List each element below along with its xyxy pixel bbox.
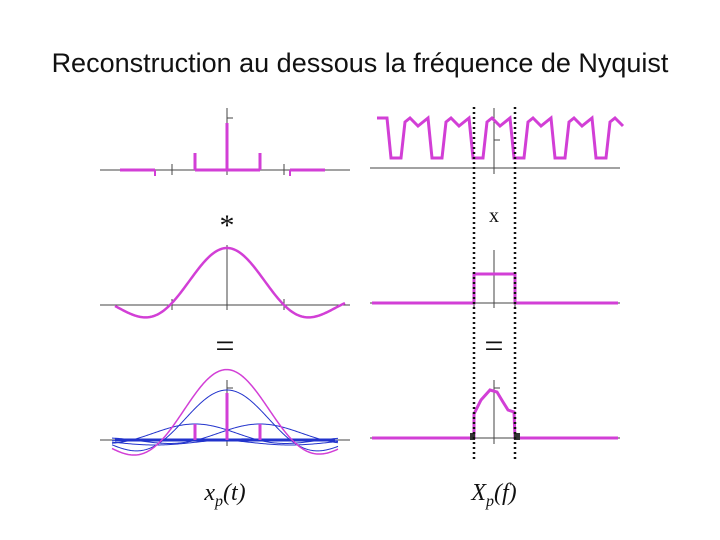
slide-title: Reconstruction au dessous la fréquence d… xyxy=(51,48,669,78)
periodic-spectrum-plot xyxy=(370,108,625,174)
spectrum-curve xyxy=(377,115,625,160)
time-domain-label: xp(t) xyxy=(203,480,245,510)
filtered-spectrum xyxy=(372,388,618,440)
frequency-domain-label: Xp(f) xyxy=(470,480,516,510)
equals-left: = xyxy=(215,328,234,365)
sinc-plot xyxy=(100,245,350,319)
rect-filter xyxy=(372,272,618,305)
impulse-train-plot xyxy=(100,108,350,176)
shifted-sinc-components xyxy=(111,389,339,452)
marker xyxy=(514,433,520,440)
convolve-operator: * xyxy=(220,209,235,242)
multiply-operator: x xyxy=(489,205,499,227)
sinc-curve xyxy=(114,246,346,319)
reconstruction-time-plot xyxy=(100,368,350,456)
lowpass-filter-plot xyxy=(370,250,620,308)
marker xyxy=(470,433,475,440)
filtered-spectrum-plot xyxy=(370,380,620,444)
reconstructed-signal xyxy=(111,368,339,456)
equals-right: = xyxy=(484,328,503,365)
shifted-sinc xyxy=(111,423,339,444)
shifted-sinc xyxy=(111,423,339,444)
